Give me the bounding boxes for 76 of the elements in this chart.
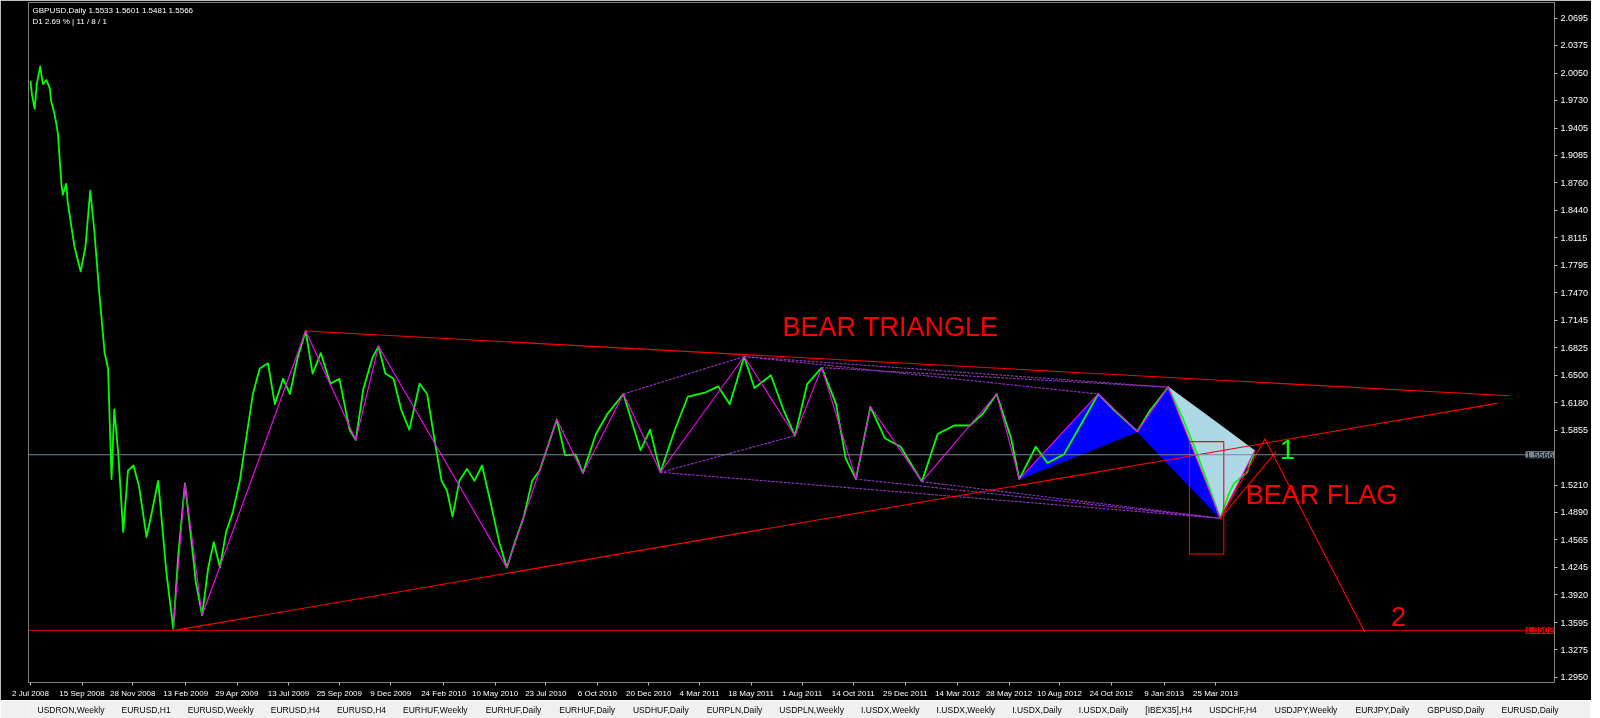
annotation: BEAR TRIANGLE (782, 311, 999, 342)
ref-line-label: 1.3502 (1525, 625, 1554, 636)
x-tick-label: 10 Aug 2012 (1037, 688, 1083, 698)
text: USDHUF,Daily (632, 705, 690, 715)
y-tick-label: 1.6500 (1560, 370, 1589, 381)
y-tick-label: 1.8440 (1560, 205, 1589, 216)
text: EURUSD,H1 (121, 705, 171, 715)
y-tick-label: 1.5210 (1560, 480, 1589, 491)
y-tick-label: 1.6825 (1560, 342, 1589, 353)
text: USDCHF,H4 (1209, 705, 1258, 715)
text: EURJPY,Daily (1355, 705, 1410, 715)
x-tick-label: 14 Oct 2011 (831, 688, 876, 698)
text: USDJPY,Weekly (1274, 705, 1339, 715)
x-tick-label: 20 Dec 2010 (626, 688, 673, 698)
y-tick-label: 1.3275 (1560, 644, 1589, 655)
x-tick-label: 9 Jan 2013 (1144, 688, 1185, 698)
x-tick-label: 14 Mar 2012 (935, 688, 981, 698)
y-tick-label: 1.4890 (1560, 507, 1589, 518)
ref-line-label: 1.5566 (1525, 449, 1554, 460)
y-tick-label: 1.4245 (1560, 562, 1589, 573)
y-tick-label: 1.7795 (1560, 260, 1589, 271)
y-tick-label: 1.9730 (1560, 95, 1589, 106)
text: EURUSD,Weekly (187, 705, 255, 715)
text: I.USDX,Daily (1078, 705, 1130, 715)
x-tick-label: 24 Oct 2012 (1089, 688, 1134, 698)
x-tick-label: 18 May 2011 (728, 688, 775, 698)
x-tick-label: 25 Mar 2013 (1193, 688, 1239, 698)
x-tick-label: 23 Jul 2010 (525, 688, 568, 698)
x-tick-label: 29 Dec 2011 (883, 688, 929, 698)
text: EURPLN,Daily (706, 705, 764, 715)
y-tick-label: 1.9085 (1560, 150, 1589, 161)
x-tick-label: 29 Apr 2009 (215, 688, 259, 698)
text: EURHUF,Daily (485, 705, 543, 715)
text: EURUSD,H4 (270, 705, 321, 715)
x-tick-label: 28 May 2012 (985, 688, 1033, 698)
x-tick-label: 2 Jul 2008 (12, 688, 50, 698)
y-tick-label: 1.6180 (1560, 397, 1589, 408)
annotation: D1 2.69 % | 11 / 8 / 1 (32, 17, 108, 26)
x-tick-label: 15 Sep 2008 (59, 688, 106, 698)
text: USDPLN,Weekly (779, 705, 845, 715)
x-tick-label: 24 Feb 2010 (421, 688, 467, 698)
x-tick-label: 25 Sep 2009 (316, 688, 363, 698)
x-tick-label: 4 Mar 2011 (679, 688, 721, 698)
y-tick-label: 1.3920 (1560, 589, 1589, 600)
y-tick-label: 1.3595 (1560, 617, 1589, 628)
y-tick-label: 2.0375 (1560, 40, 1589, 51)
text: EURHUF,Daily (559, 705, 616, 715)
annotation: 2 (1390, 602, 1407, 632)
text: I.USDX,Daily (1012, 705, 1063, 715)
text: USDRON,Weekly (37, 705, 106, 715)
x-tick-label: 13 Jul 2009 (267, 688, 310, 698)
y-tick-label: 1.5855 (1560, 425, 1589, 436)
annotation: GBPUSD,Daily 1.5533 1.5601 1.5481 1.5566 (32, 6, 194, 15)
y-tick-label: 1.9405 (1560, 123, 1589, 134)
text: EURUSD,H4 (336, 705, 387, 715)
y-tick-label: 1.4565 (1560, 534, 1589, 545)
y-tick-label: 1.7145 (1560, 315, 1589, 326)
x-tick-label: 9 Dec 2009 (370, 688, 412, 698)
y-tick-label: 1.8115 (1560, 232, 1588, 243)
text: EURUSD,Daily (1501, 705, 1560, 715)
text: GBPUSD,Daily (1427, 705, 1486, 715)
text: EURHUF,Weekly (403, 705, 469, 715)
y-tick-label: 2.0695 (1560, 13, 1589, 24)
x-tick-label: 13 Feb 2009 (163, 688, 209, 698)
x-tick-label: 28 Nov 2008 (110, 688, 157, 698)
y-tick-label: 1.8760 (1560, 177, 1589, 188)
text: [IBEX35],H4 (1145, 705, 1193, 715)
x-tick-label: 1 Aug 2011 (782, 688, 823, 698)
y-tick-label: 2.0050 (1560, 68, 1589, 79)
text: I.USDX,Weekly (861, 705, 921, 715)
x-tick-label: 10 May 2010 (471, 688, 519, 698)
text: I.USDX,Weekly (936, 705, 996, 715)
y-tick-label: 1.2950 (1560, 672, 1589, 683)
y-tick-label: 1.7470 (1560, 287, 1589, 298)
annotation: 1 (1279, 435, 1296, 465)
x-tick-label: 6 Oct 2010 (577, 688, 618, 698)
